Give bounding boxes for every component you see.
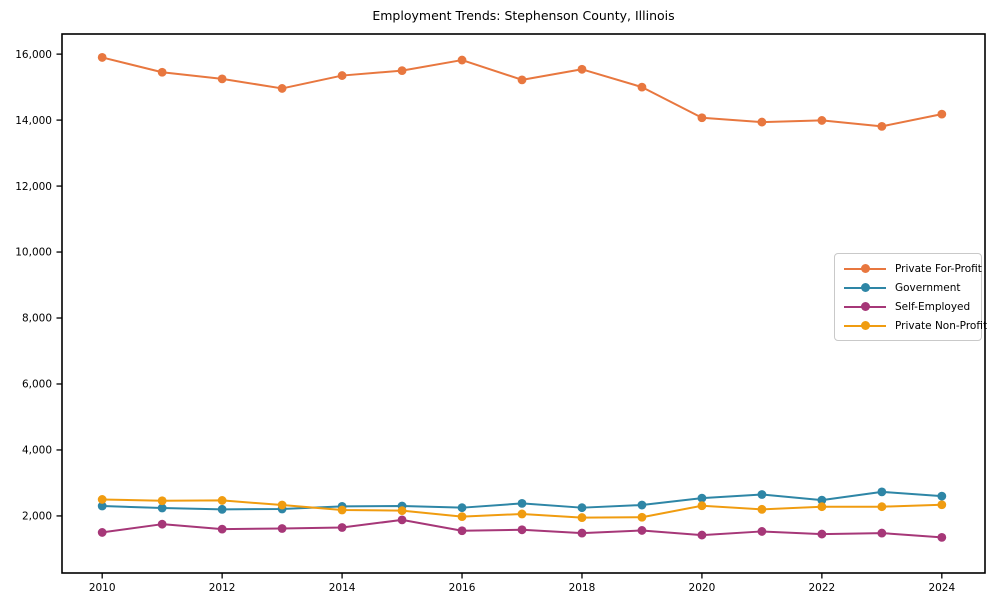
data-point-marker — [697, 501, 707, 511]
data-point-marker — [337, 505, 347, 515]
data-point-marker — [877, 121, 887, 131]
data-point-marker — [337, 523, 347, 532]
data-point-marker — [697, 113, 707, 123]
data-point-marker — [517, 509, 527, 519]
chart-title: Employment Trends: Stephenson County, Il… — [372, 8, 675, 23]
x-tick-label: 2024 — [928, 582, 955, 594]
line-marker-sample-icon — [844, 283, 886, 292]
data-point-marker — [217, 524, 227, 534]
data-point-marker — [97, 495, 107, 504]
data-point-marker — [457, 526, 467, 536]
legend-label: Government — [895, 281, 961, 294]
data-point-marker — [577, 513, 587, 522]
data-point-marker — [277, 500, 287, 510]
data-point-marker — [157, 503, 167, 513]
data-point-marker — [757, 117, 767, 127]
data-point-marker — [97, 53, 107, 62]
x-tick-label: 2022 — [809, 582, 836, 594]
chart-legend: Private For-Profit Government Self-Emplo… — [834, 253, 987, 341]
y-tick-label: 4,000 — [22, 445, 52, 457]
data-point-marker — [877, 502, 887, 512]
data-point-marker — [757, 490, 767, 499]
data-point-marker — [757, 527, 767, 536]
data-point-marker — [817, 529, 827, 539]
legend-label: Self-Employed — [895, 300, 971, 313]
data-point-marker — [397, 515, 407, 525]
data-point-marker — [757, 504, 767, 514]
x-tick-label: 2014 — [329, 582, 356, 594]
x-tick-label: 2016 — [449, 582, 476, 594]
x-tick-label: 2010 — [89, 582, 116, 594]
data-point-marker — [277, 524, 287, 533]
axis-ticks: 2,000 4,000 6,000 8,000 10,000 12,000 14,000 16… — [15, 49, 955, 594]
data-point-marker — [817, 116, 827, 125]
data-point-marker — [397, 66, 407, 76]
series-self-employed — [97, 515, 947, 542]
line-marker-sample-icon — [844, 264, 886, 273]
data-point-marker — [217, 504, 227, 514]
y-tick-label: 16,000 — [15, 49, 52, 61]
y-tick-label: 12,000 — [15, 181, 52, 193]
data-point-marker — [157, 67, 167, 77]
data-point-marker — [817, 502, 827, 512]
y-tick-label: 8,000 — [22, 313, 52, 325]
x-tick-label: 2018 — [569, 582, 596, 594]
legend-item-private-for-profit: Private For-Profit — [844, 260, 982, 278]
data-point-marker — [637, 82, 647, 92]
plot-border — [61, 33, 986, 574]
data-point-marker — [937, 491, 947, 501]
data-point-marker — [397, 506, 407, 516]
data-point-marker — [697, 530, 707, 540]
y-tick-label: 6,000 — [22, 379, 52, 391]
data-point-marker — [97, 501, 107, 511]
x-tick-label: 2012 — [209, 582, 236, 594]
data-point-marker — [517, 498, 527, 508]
series-private-for-profit — [97, 53, 947, 131]
data-point-marker — [937, 109, 947, 119]
data-point-marker — [877, 528, 887, 538]
data-point-marker — [457, 503, 467, 513]
legend-item-self-employed: Self-Employed — [844, 298, 975, 316]
data-point-marker — [937, 532, 947, 542]
data-point-marker — [937, 500, 947, 510]
data-point-marker — [517, 525, 527, 535]
data-point-marker — [577, 528, 587, 538]
data-point-marker — [277, 84, 287, 93]
data-point-marker — [337, 71, 347, 80]
legend-label: Private For-Profit — [895, 262, 982, 275]
data-point-marker — [157, 496, 167, 506]
data-point-marker — [817, 495, 827, 505]
x-tick-label: 2020 — [689, 582, 716, 594]
data-point-marker — [697, 493, 707, 503]
data-point-marker — [457, 512, 467, 521]
data-point-marker — [517, 75, 527, 85]
data-point-marker — [97, 528, 107, 537]
data-point-marker — [217, 496, 227, 505]
series-line — [101, 56, 943, 128]
y-tick-label: 10,000 — [15, 247, 52, 259]
data-point-marker — [577, 503, 587, 513]
legend-label: Private Non-Profit — [895, 319, 988, 332]
data-point-marker — [637, 500, 647, 510]
y-tick-label: 14,000 — [15, 115, 52, 127]
line-marker-sample-icon — [844, 321, 886, 330]
y-tick-label: 2,000 — [22, 511, 52, 523]
data-point-marker — [877, 487, 887, 497]
line-marker-sample-icon — [844, 302, 886, 311]
data-point-marker — [157, 519, 167, 529]
legend-item-private-non-profit: Private Non-Profit — [844, 317, 987, 335]
data-point-marker — [457, 55, 467, 65]
data-point-marker — [637, 512, 647, 522]
data-point-marker — [217, 74, 227, 84]
series-private-non-profit — [97, 495, 947, 522]
data-point-marker — [577, 64, 587, 74]
data-point-marker — [637, 526, 647, 535]
legend-item-government: Government — [844, 279, 975, 297]
